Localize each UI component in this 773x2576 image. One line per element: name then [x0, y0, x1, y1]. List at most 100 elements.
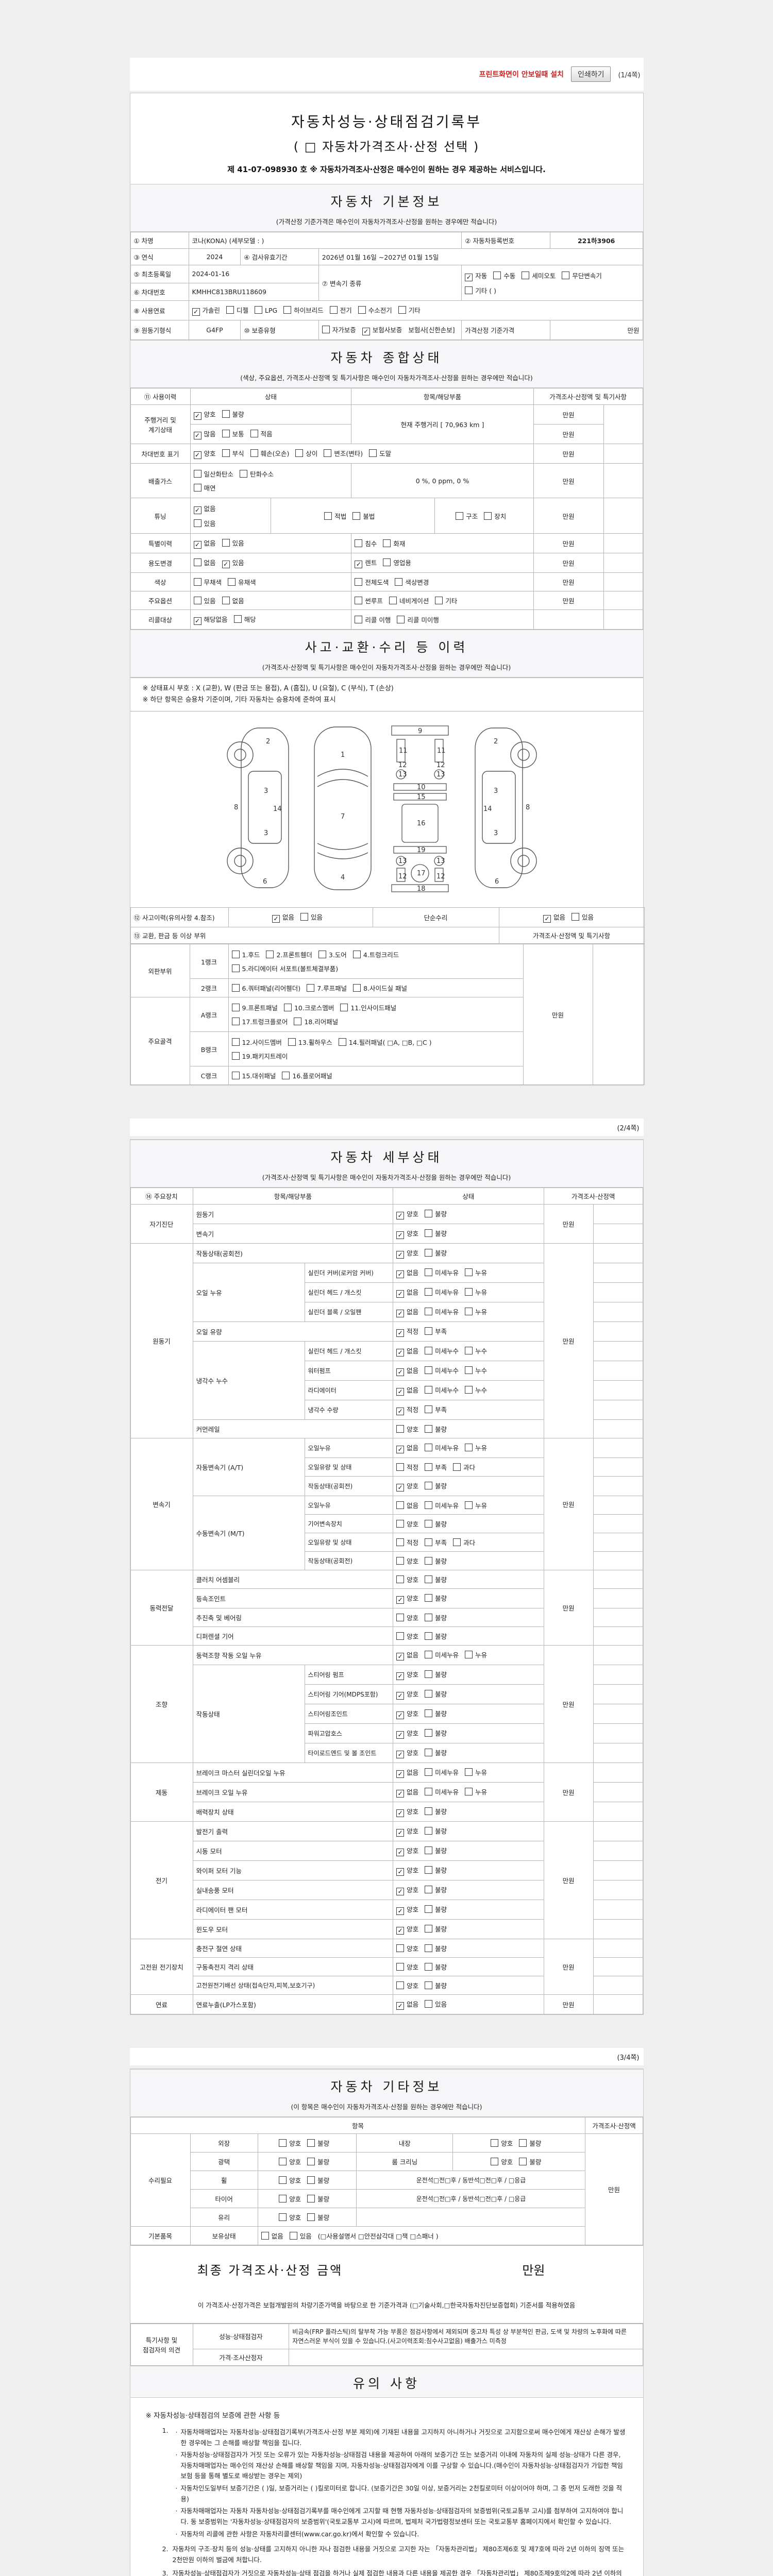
checkbox[interactable]	[231, 1072, 240, 1080]
checkbox[interactable]	[283, 306, 292, 314]
checkbox[interactable]	[318, 951, 326, 959]
checkbox[interactable]	[425, 1520, 433, 1528]
checkbox[interactable]	[322, 326, 330, 333]
checkbox[interactable]	[453, 1538, 461, 1547]
checkbox[interactable]	[324, 512, 332, 520]
checkbox[interactable]	[425, 1866, 433, 1874]
checkbox[interactable]	[395, 578, 403, 586]
checkbox[interactable]	[282, 1072, 290, 1080]
checkbox[interactable]: ✓	[396, 1692, 405, 1700]
checkbox[interactable]: ✓	[396, 1849, 405, 1857]
checkbox[interactable]	[519, 2139, 527, 2147]
checkbox[interactable]	[255, 306, 263, 314]
checkbox[interactable]	[289, 2232, 297, 2240]
checkbox[interactable]	[425, 1501, 433, 1510]
checkbox[interactable]	[398, 306, 406, 314]
checkbox[interactable]	[425, 1827, 433, 1835]
checkbox[interactable]	[353, 984, 361, 992]
checkbox[interactable]	[425, 1575, 433, 1584]
checkbox[interactable]	[465, 1268, 473, 1277]
checkbox[interactable]	[307, 2213, 315, 2222]
checkbox[interactable]	[307, 2139, 315, 2147]
checkbox[interactable]	[425, 1327, 433, 1335]
checkbox[interactable]: ✓	[222, 561, 230, 568]
checkbox[interactable]	[231, 984, 240, 992]
checkbox[interactable]	[425, 1210, 433, 1218]
checkbox[interactable]	[425, 1482, 433, 1490]
checkbox[interactable]	[279, 2213, 287, 2222]
checkbox[interactable]	[193, 558, 201, 566]
checkbox[interactable]	[295, 449, 304, 457]
checkbox[interactable]	[250, 449, 258, 457]
checkbox[interactable]: ✓	[396, 1388, 405, 1396]
checkbox[interactable]: ✓	[192, 308, 200, 316]
checkbox[interactable]	[324, 449, 332, 457]
checkbox[interactable]	[193, 597, 201, 604]
checkbox[interactable]	[383, 539, 391, 547]
checkbox[interactable]: ✓	[396, 1790, 405, 1798]
checkbox[interactable]	[465, 1501, 473, 1510]
checkbox[interactable]	[465, 1651, 473, 1659]
checkbox[interactable]	[435, 597, 443, 604]
checkbox[interactable]	[465, 1366, 473, 1375]
checkbox[interactable]	[425, 1288, 433, 1296]
checkbox[interactable]	[261, 2232, 269, 2240]
checkbox[interactable]: ✓	[396, 1596, 405, 1604]
checkbox[interactable]	[522, 272, 530, 279]
checkbox[interactable]: ✓	[193, 432, 201, 439]
checkbox[interactable]	[355, 597, 363, 604]
checkbox[interactable]	[279, 2176, 287, 2184]
checkbox[interactable]	[355, 578, 363, 586]
checkbox[interactable]: ✓	[396, 1888, 405, 1896]
checkbox[interactable]	[456, 512, 464, 520]
checkbox[interactable]	[425, 1425, 433, 1433]
checkbox[interactable]	[307, 2195, 315, 2203]
checkbox[interactable]	[425, 1981, 433, 1990]
checkbox[interactable]: ✓	[396, 1809, 405, 1818]
checkbox[interactable]	[279, 2139, 287, 2147]
print-install-link[interactable]: 프린트화면이 안보일때 설치	[479, 71, 564, 79]
checkbox[interactable]: ✓	[396, 1672, 405, 1681]
checkbox[interactable]: ✓	[396, 2002, 405, 2010]
checkbox[interactable]	[231, 951, 240, 959]
checkbox[interactable]	[562, 272, 570, 279]
checkbox[interactable]	[425, 1632, 433, 1640]
checkbox[interactable]	[266, 951, 274, 959]
checkbox[interactable]	[369, 449, 377, 457]
checkbox[interactable]: ✓	[193, 451, 201, 459]
checkbox[interactable]	[222, 430, 230, 437]
checkbox[interactable]	[465, 1386, 473, 1394]
checkbox[interactable]	[396, 1614, 405, 1622]
checkbox[interactable]	[425, 1594, 433, 1602]
checkbox[interactable]	[340, 1004, 348, 1012]
checkbox[interactable]	[425, 1538, 433, 1547]
checkbox[interactable]	[425, 1463, 433, 1471]
checkbox[interactable]: ✓	[362, 328, 370, 335]
checkbox[interactable]	[465, 1288, 473, 1296]
checkbox[interactable]	[425, 1444, 433, 1452]
checkbox[interactable]	[396, 1463, 405, 1471]
checkbox[interactable]: ✓	[272, 915, 280, 923]
checkbox[interactable]	[465, 1308, 473, 1316]
checkbox[interactable]	[465, 1347, 473, 1355]
checkbox[interactable]	[355, 616, 363, 623]
checkbox[interactable]	[425, 1963, 433, 1971]
checkbox[interactable]: ✓	[396, 1770, 405, 1778]
checkbox[interactable]	[193, 519, 201, 527]
checkbox[interactable]	[307, 2176, 315, 2184]
checkbox[interactable]	[338, 1038, 346, 1046]
checkbox[interactable]	[425, 1749, 433, 1757]
checkbox[interactable]	[307, 984, 315, 992]
checkbox[interactable]	[425, 1249, 433, 1257]
checkbox[interactable]	[383, 558, 391, 566]
checkbox[interactable]: ✓	[396, 1711, 405, 1720]
checkbox[interactable]	[396, 1557, 405, 1565]
checkbox[interactable]	[396, 1538, 405, 1547]
checkbox[interactable]: ✓	[396, 1868, 405, 1876]
checkbox[interactable]	[465, 1768, 473, 1776]
checkbox[interactable]	[396, 1981, 405, 1990]
checkbox[interactable]	[484, 512, 492, 520]
checkbox[interactable]: ✓	[396, 1731, 405, 1739]
checkbox[interactable]	[572, 913, 579, 921]
checkbox[interactable]	[519, 2158, 527, 2166]
